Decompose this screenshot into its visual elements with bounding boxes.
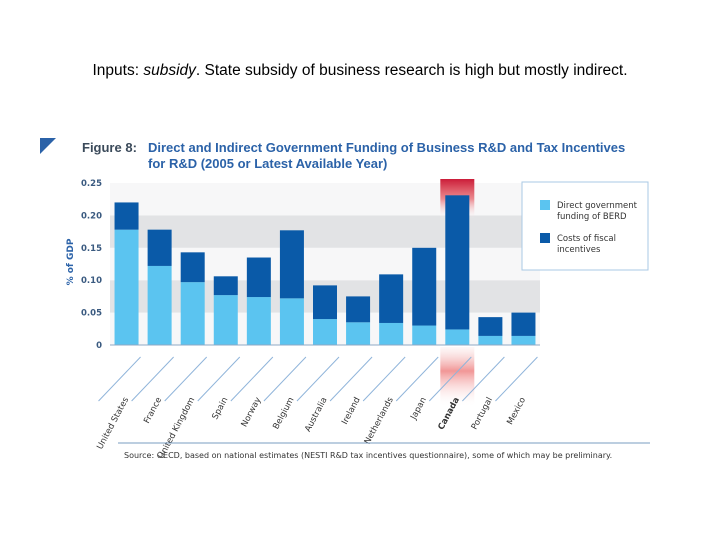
bar-fiscal-incentives: [147, 229, 172, 266]
category-label: Mexico: [505, 396, 528, 427]
figure-label: Figure 8:: [82, 140, 137, 155]
legend-swatch-direct: [540, 200, 550, 210]
legend-label-direct-line1: Direct government: [557, 201, 638, 211]
category-leader-line: [164, 356, 208, 402]
bar-fiscal-incentives: [180, 252, 205, 283]
legend-label-direct-line2: funding of BERD: [557, 212, 627, 222]
grid-band: [110, 215, 540, 248]
bar-direct-funding: [279, 298, 304, 345]
category-label: Japan: [408, 396, 428, 423]
bar-fiscal-incentives: [379, 274, 404, 323]
bar-fiscal-incentives: [412, 247, 437, 326]
bar-fiscal-incentives: [114, 202, 139, 230]
heading-prefix: Inputs:: [92, 62, 144, 79]
y-tick-label: 0.25: [81, 179, 102, 189]
bar-direct-funding: [313, 319, 337, 345]
category-leader-line: [197, 356, 241, 402]
figure-corner-marker: [40, 138, 56, 154]
category-leader-line: [131, 356, 174, 402]
category-label: Netherlands: [363, 395, 396, 446]
y-tick-label: 0.20: [81, 211, 102, 221]
grid-band: [110, 247, 540, 281]
category-leader-line: [428, 356, 472, 402]
bar-fiscal-incentives: [313, 285, 337, 320]
y-axis: 0 0.05 0.10 0.15 0.20 0.25: [81, 179, 102, 351]
category-leader-line: [362, 356, 406, 402]
category-label: Norway: [240, 396, 264, 429]
bar-fiscal-incentives: [346, 296, 371, 323]
bar-direct-funding: [114, 229, 139, 345]
bar-fiscal-incentives: [478, 317, 503, 336]
y-axis-label: % of GDP: [66, 238, 76, 285]
category-leader-line: [296, 356, 340, 402]
y-tick-label: 0.10: [81, 276, 102, 286]
legend-label-fiscal-line1: Costs of fiscal: [557, 234, 616, 244]
bar-direct-funding: [478, 335, 503, 345]
slide-heading: Inputs: subsidy. State subsidy of busine…: [0, 62, 720, 80]
y-tick-label: 0: [96, 341, 102, 351]
highlight-glow-bottom: [440, 347, 475, 407]
category-label: Canada: [436, 395, 462, 431]
category-leader-line: [230, 356, 274, 402]
bar-fiscal-incentives: [246, 257, 271, 298]
heading-italic-word: subsidy: [143, 62, 196, 79]
bar-fiscal-incentives: [445, 195, 470, 330]
y-tick-label: 0.15: [81, 244, 102, 254]
chart-title-line2: for R&D (2005 or Latest Available Year): [148, 156, 387, 171]
category-label: Belgium: [271, 396, 296, 431]
category-leader-line: [329, 356, 373, 402]
bar-direct-funding: [180, 282, 205, 345]
bar-fiscal-incentives: [279, 230, 304, 299]
legend: Direct government funding of BERD Costs …: [521, 181, 649, 271]
bar-fiscal-incentives: [213, 276, 238, 296]
category-label: Ireland: [340, 396, 363, 427]
category-leader-line: [395, 356, 439, 402]
bar-direct-funding: [379, 322, 404, 345]
bar-direct-funding: [511, 335, 536, 345]
bars: [114, 195, 536, 345]
legend-swatch-fiscal: [540, 233, 550, 243]
category-leader-line: [98, 356, 141, 402]
y-tick-label: 0.05: [81, 309, 102, 319]
heading-rest: . State subsidy of business research is …: [195, 62, 628, 79]
bar-fiscal-incentives: [511, 312, 536, 336]
category-leader-line: [263, 356, 307, 402]
category-leader-line: [462, 356, 505, 402]
bar-direct-funding: [213, 295, 238, 345]
legend-box: [521, 181, 649, 271]
bar-direct-funding: [246, 297, 271, 345]
grid-band: [110, 183, 540, 216]
category-label: Spain: [210, 396, 230, 422]
category-label: France: [142, 396, 164, 426]
source-note: Source: OECD, based on national estimate…: [124, 451, 612, 460]
category-label: Australia: [303, 396, 329, 434]
bar-direct-funding: [346, 322, 371, 345]
bar-direct-funding: [412, 325, 437, 345]
bar-direct-funding: [147, 265, 172, 345]
legend-label-fiscal-line2: incentives: [557, 245, 601, 255]
chart-title-line1: Direct and Indirect Government Funding o…: [148, 140, 625, 155]
bar-direct-funding: [445, 329, 470, 345]
category-leader-line: [495, 356, 538, 402]
